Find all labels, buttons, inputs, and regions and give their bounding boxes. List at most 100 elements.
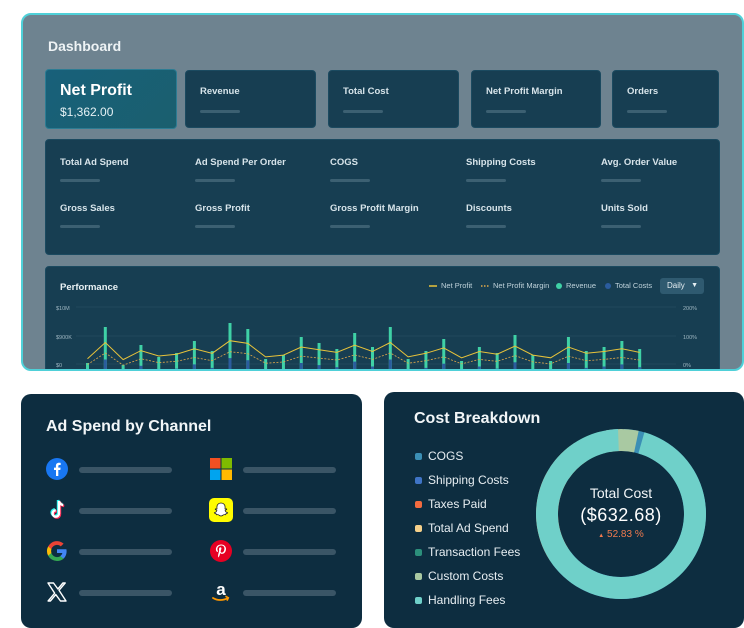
total-costs-bar (620, 364, 624, 369)
metric-label: Shipping Costs (466, 157, 536, 168)
cost-legend-label: Transaction Fees (428, 545, 521, 559)
cost-legend-item: COGS (415, 449, 463, 463)
total-costs-bar (246, 360, 250, 369)
left-tick: $900K (56, 335, 72, 341)
total-costs-bar (335, 367, 339, 369)
total-costs-bar (566, 363, 570, 369)
cost-legend-item: Shipping Costs (415, 473, 509, 487)
total-costs-bar (175, 368, 179, 369)
pinterest-icon (209, 539, 233, 563)
legend-swatch (415, 524, 422, 532)
revenue-bar (335, 349, 339, 369)
cost-legend-item: Handling Fees (415, 593, 505, 607)
legend-net-profit-margin[interactable]: Net Profit Margin (481, 281, 549, 290)
cost-legend-item: Custom Costs (415, 569, 503, 583)
total-costs-bar (139, 365, 143, 369)
snapchat-icon (209, 498, 233, 522)
placeholder-bar (60, 225, 100, 228)
legend-label: Net Profit Margin (493, 281, 550, 290)
legend-total-costs[interactable]: Total Costs (605, 281, 652, 290)
total-costs-bar (192, 364, 196, 369)
revenue-card[interactable]: Revenue (185, 70, 316, 128)
revenue-bar (371, 347, 374, 369)
performance-chart: $10M $900K $0 200% 100% 0% (56, 306, 697, 369)
facebook-icon (45, 457, 69, 481)
orders-card[interactable]: Orders (612, 70, 719, 128)
metrics-grid: Total Ad Spend Ad Spend Per Order COGS S… (45, 139, 720, 255)
total-costs-bar (371, 366, 374, 369)
cost-breakdown-panel: Cost Breakdown COGS Shipping Costs Taxes P… (384, 392, 744, 628)
amazon-icon: a (209, 580, 233, 604)
cost-legend-label: COGS (428, 449, 464, 463)
total-costs-bar (495, 368, 499, 369)
total-costs-bar (442, 363, 446, 369)
period-dropdown[interactable]: Daily ▼ (660, 278, 704, 294)
total-cost-label: Total Cost (589, 485, 653, 501)
left-tick: $0 (56, 363, 62, 369)
legend-swatch (415, 452, 422, 460)
cost-donut-chart (536, 429, 706, 599)
revenue-bar (602, 347, 606, 369)
cost-legend-item: Taxes Paid (415, 497, 487, 511)
revenue-bar (513, 335, 517, 369)
revenue-bar (477, 347, 481, 369)
metric-label: COGS (330, 157, 358, 168)
cost-legend-label: Total Ad Spend (428, 521, 509, 535)
channel-bar (243, 467, 336, 473)
total-costs-bar (638, 367, 642, 369)
total-costs-bar (353, 361, 357, 369)
total-costs-bar (513, 362, 517, 369)
net-profit-margin-card[interactable]: Net Profit Margin (471, 70, 601, 128)
legend-swatch (415, 476, 422, 484)
net-profit-label: Net Profit (60, 82, 132, 99)
channel-bar (243, 590, 336, 596)
net-profit-margin-line (87, 351, 640, 366)
total-costs-bar (103, 359, 107, 369)
revenue-bar (299, 337, 303, 369)
revenue-bar (246, 329, 250, 369)
placeholder-bar (466, 179, 506, 182)
revenue-bar (424, 351, 428, 369)
total-cost-card[interactable]: Total Cost (328, 70, 459, 128)
total-costs-bar (424, 367, 428, 369)
total-costs-bar (317, 365, 321, 369)
revenue-bar (620, 341, 624, 369)
legend-swatch (415, 500, 422, 508)
placeholder-bar (195, 225, 235, 228)
total-costs-bar (388, 359, 392, 369)
placeholder-bar (627, 110, 667, 113)
placeholder-bar (486, 110, 526, 113)
legend-swatch (415, 572, 422, 580)
cost-legend-label: Custom Costs (428, 569, 504, 583)
legend-label: Revenue (566, 281, 597, 290)
total-costs-bar (584, 367, 588, 369)
revenue-bar (103, 327, 107, 369)
revenue-bar (264, 359, 268, 369)
ad-spend-title: Ad Spend by Channel (46, 418, 212, 435)
cost-legend-item: Total Ad Spend (415, 521, 509, 535)
legend-net-profit[interactable]: Net Profit (429, 281, 472, 290)
revenue-bar (638, 349, 642, 369)
legend-revenue[interactable]: Revenue (556, 281, 596, 290)
right-tick: 200% (683, 306, 697, 312)
revenue-bar (210, 351, 214, 369)
revenue-bar (121, 365, 125, 369)
chevron-down-icon: ▼ (691, 282, 698, 289)
revenue-bar (495, 353, 499, 369)
svg-text:a: a (216, 580, 226, 599)
net-profit-card[interactable]: Net Profit $1,362.00 (45, 69, 177, 129)
revenue-bar (531, 355, 535, 369)
cost-legend-label: Taxes Paid (428, 497, 487, 511)
cost-legend-label: Handling Fees (428, 593, 506, 607)
revenue-bar (192, 341, 196, 369)
revenue-bar (442, 339, 446, 369)
x-icon (45, 580, 69, 604)
revenue-bar (460, 361, 464, 369)
cost-change: ▲ 52.83 % (561, 529, 681, 540)
total-costs-bar (299, 363, 303, 369)
legend-swatch (415, 596, 422, 604)
legend-swatch (415, 548, 422, 556)
cost-legend-item: Transaction Fees (415, 545, 520, 559)
placeholder-bar (330, 225, 370, 228)
metric-label: Ad Spend Per Order (195, 157, 286, 168)
